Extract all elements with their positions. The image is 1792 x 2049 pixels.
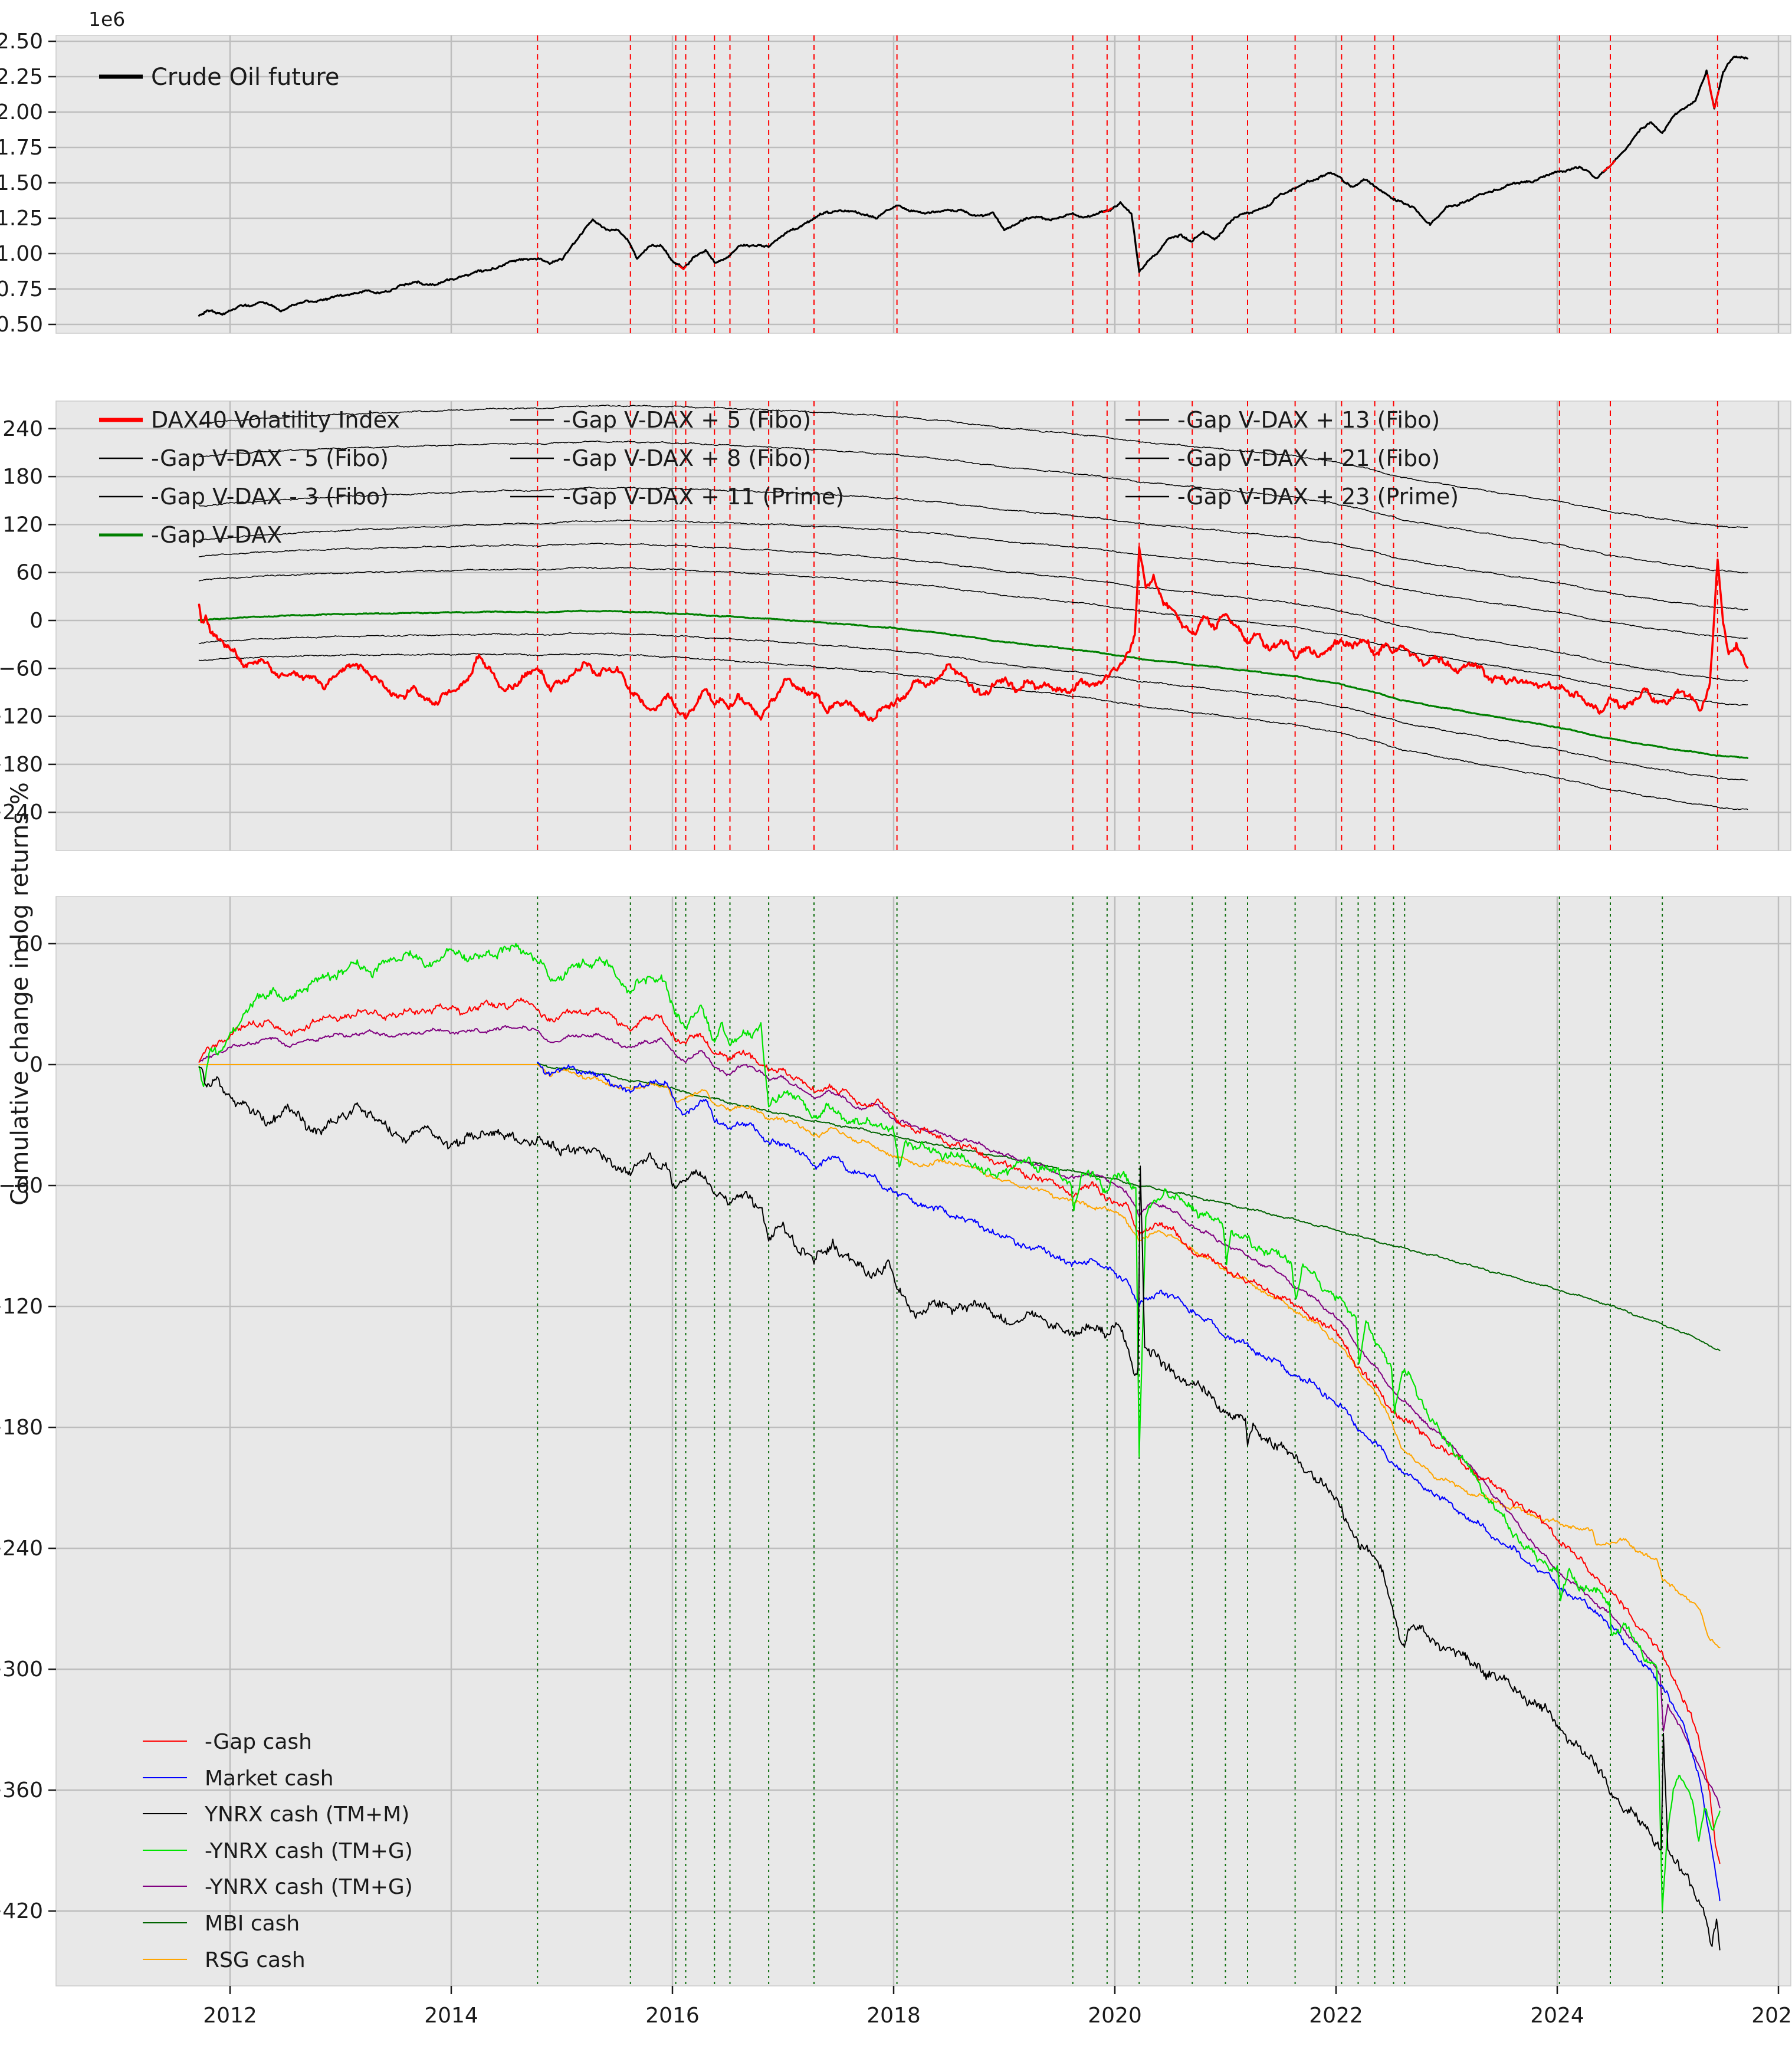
x-axis: 2012 2014 2016 2018 2020 2022 2024 2026 bbox=[203, 1986, 1792, 2028]
x-tick-label-2016: 2016 bbox=[645, 2004, 700, 2028]
y-tick-label: 180 bbox=[2, 465, 43, 489]
crude-red-highlight-3 bbox=[1706, 74, 1720, 109]
legend-label-rsg-cash-6: RSG cash bbox=[205, 1948, 306, 1972]
legend-label-dax40-volatility-index-00: DAX40 Volatility Index bbox=[151, 407, 400, 433]
crude-oil-panel-y-ticks: 0.50 0.75 1.00 1.25 1.50 1.75 2.00 2.25 2.50 bbox=[0, 29, 56, 337]
y-tick-label: 2.25 bbox=[0, 65, 43, 89]
series-gap-v-dax-11-prime bbox=[198, 519, 1748, 639]
x-tick-label-2022: 2022 bbox=[1309, 2004, 1363, 2028]
cash-panel-legend: -Gap cash Market cash YNRX cash (TM+M) -YNR… bbox=[143, 1730, 413, 1972]
series-ynrx-cash-tm-g-lime bbox=[198, 943, 1721, 1912]
cash-panel-event-vlines bbox=[537, 897, 1663, 1986]
y-tick-label: 2.50 bbox=[0, 29, 43, 54]
legend-label-gap-v-dax-21-fibo-21: -Gap V-DAX + 21 (Fibo) bbox=[1177, 445, 1440, 471]
series-gap-v-dax-13-fibo bbox=[198, 486, 1748, 611]
series-gap-v-dax-5-fibo bbox=[198, 652, 1748, 810]
y-tick-label: −60 bbox=[0, 1174, 43, 1198]
crude-red-highlight-0 bbox=[678, 265, 687, 270]
y-tick-label: −240 bbox=[0, 800, 43, 825]
y-tick-label: 1.25 bbox=[0, 206, 43, 231]
y-tick-label: −300 bbox=[0, 1657, 43, 1682]
vdax-panel-legend: DAX40 Volatility Index -Gap V-DAX - 5 (Fi… bbox=[99, 407, 1459, 548]
series-gap-v-dax-21-fibo bbox=[198, 440, 1748, 574]
legend-label-gap-v-dax-8-fibo-11: -Gap V-DAX + 8 (Fibo) bbox=[563, 445, 811, 471]
legend-label-mbi-cash-5: MBI cash bbox=[205, 1912, 300, 1936]
legend-label-gap-v-dax-11-prime-12: -Gap V-DAX + 11 (Prime) bbox=[563, 484, 844, 510]
y-tick-label: 0 bbox=[29, 1053, 43, 1077]
y-tick-label: 1.00 bbox=[0, 242, 43, 266]
legend-label-ynrx-cash-tm-g-4: -YNRX cash (TM+G) bbox=[205, 1875, 413, 1899]
x-tick-label-2020: 2020 bbox=[1088, 2004, 1142, 2028]
vdax-panel-series bbox=[198, 404, 1749, 810]
crude-red-highlight-1 bbox=[1102, 207, 1112, 214]
x-tick-label-2026: 2026 bbox=[1751, 2004, 1792, 2028]
series-dax40-volatility-index bbox=[198, 546, 1749, 723]
cash-panel-series bbox=[198, 943, 1721, 1951]
x-tick-label-2024: 2024 bbox=[1530, 2004, 1584, 2028]
y-tick-label: −420 bbox=[0, 1899, 43, 1923]
y-tick-label: −360 bbox=[0, 1778, 43, 1802]
cash-panel: −420 −360 −300 −240 −180 −120 −60 0 60 -Gap cash M… bbox=[0, 896, 1791, 1986]
legend-label-crude-oil-future: Crude Oil future bbox=[151, 64, 340, 91]
series-mbi-cash bbox=[537, 1063, 1721, 1351]
series-gap-v-dax-23-prime bbox=[198, 404, 1748, 528]
legend-label-gap-cash-0: -Gap cash bbox=[205, 1730, 312, 1754]
legend-label-gap-v-dax-5-fibo-01: -Gap V-DAX - 5 (Fibo) bbox=[151, 445, 389, 471]
y-tick-label: −180 bbox=[0, 753, 43, 777]
y-tick-label: 0 bbox=[29, 609, 43, 633]
cash-panel-y-ticks: −420 −360 −300 −240 −180 −120 −60 0 60 bbox=[0, 932, 56, 1923]
y-tick-label: 240 bbox=[2, 417, 43, 441]
legend-label-gap-v-dax-23-prime-22: -Gap V-DAX + 23 (Prime) bbox=[1177, 484, 1459, 510]
series-gap-v-dax-3-fibo bbox=[198, 632, 1748, 781]
series-gap-v-dax bbox=[198, 609, 1749, 759]
y-tick-label: 0.50 bbox=[0, 313, 43, 337]
vdax-panel-grid bbox=[56, 401, 1791, 851]
y-tick-label: −180 bbox=[0, 1416, 43, 1440]
legend-label-market-cash-1: Market cash bbox=[205, 1766, 334, 1791]
x-tick-label-2014: 2014 bbox=[424, 2004, 478, 2028]
vdax-panel: −240 −180 −120 −60 0 60 120 180 240 DAX40 Volatil… bbox=[0, 400, 1791, 851]
legend-label-ynrx-cash-tm-m-2: YNRX cash (TM+M) bbox=[204, 1802, 409, 1827]
legend-label-gap-v-dax-13-fibo-20: -Gap V-DAX + 13 (Fibo) bbox=[1177, 407, 1440, 433]
y-tick-label: 120 bbox=[2, 513, 43, 537]
series-gap-cash bbox=[198, 997, 1721, 1864]
legend-label-gap-v-dax-5-fibo-10: -Gap V-DAX + 5 (Fibo) bbox=[563, 407, 811, 433]
crude-oil-panel-series bbox=[198, 55, 1749, 317]
legend-label-gap-v-dax-03: -Gap V-DAX bbox=[151, 522, 282, 548]
legend-label-gap-v-dax-3-fibo-02: -Gap V-DAX - 3 (Fibo) bbox=[151, 484, 389, 510]
vdax-panel-y-ticks: −240 −180 −120 −60 0 60 120 180 240 bbox=[0, 417, 56, 825]
y-tick-label: 0.75 bbox=[0, 277, 43, 301]
series-rsg-cash bbox=[198, 1064, 1721, 1649]
cash-panel-grid bbox=[56, 897, 1791, 1986]
y-axis-label: Cumulative change in log returns % bbox=[6, 782, 34, 1206]
y-tick-label: 60 bbox=[16, 561, 43, 585]
crude-oil-panel-plot-area bbox=[55, 35, 1791, 334]
crude-oil-panel-legend: Crude Oil future bbox=[99, 64, 340, 91]
x-tick-label-2018: 2018 bbox=[867, 2004, 921, 2028]
y-tick-label: 60 bbox=[16, 932, 43, 956]
y-tick-label: 2.00 bbox=[0, 100, 43, 124]
y-tick-label: −240 bbox=[0, 1536, 43, 1561]
crude-oil-panel-event-vlines bbox=[537, 35, 1718, 333]
legend-label-ynrx-cash-tm-g-3: -YNRX cash (TM+G) bbox=[205, 1839, 413, 1863]
crude-oil-panel: 0.50 0.75 1.00 1.25 1.50 1.75 2.00 2.25 2.50 1e6 C… bbox=[0, 8, 1791, 337]
series-gap-v-dax-8-fibo bbox=[198, 543, 1748, 682]
y-axis-offset-label: 1e6 bbox=[88, 8, 125, 31]
x-tick-label-2012: 2012 bbox=[203, 2004, 257, 2028]
y-tick-label: 1.75 bbox=[0, 136, 43, 160]
series-gap-v-dax-5-fibo bbox=[198, 566, 1748, 706]
crude-oil-panel-grid bbox=[56, 35, 1791, 333]
y-tick-label: −120 bbox=[0, 1295, 43, 1319]
y-tick-label: −60 bbox=[0, 656, 43, 681]
y-tick-label: −120 bbox=[0, 705, 43, 729]
series-market-cash bbox=[537, 1061, 1721, 1902]
series-ynrx-cash-tm-m bbox=[198, 1066, 1721, 1951]
cash-panel-plot-area bbox=[55, 896, 1791, 1986]
crude-red-highlight-2 bbox=[1603, 160, 1616, 172]
series-crude-oil-future bbox=[198, 55, 1749, 317]
y-tick-label: 1.50 bbox=[0, 171, 43, 195]
